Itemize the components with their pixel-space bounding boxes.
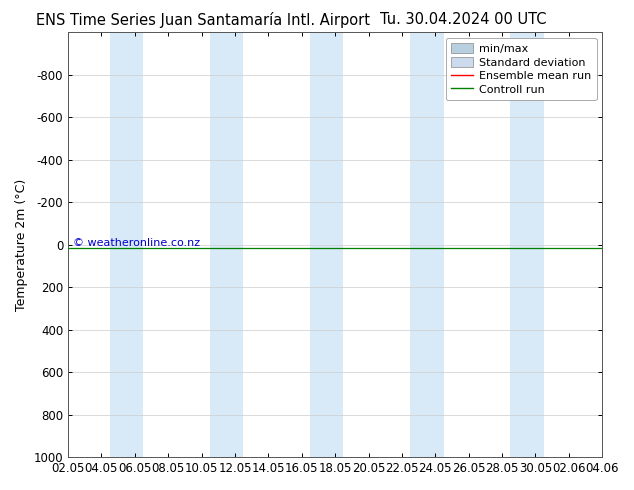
Text: ENS Time Series Juan Santamaría Intl. Airport: ENS Time Series Juan Santamaría Intl. Ai… bbox=[36, 12, 370, 28]
Bar bbox=[310, 32, 327, 457]
Bar bbox=[327, 32, 344, 457]
Bar bbox=[226, 32, 243, 457]
Text: © weatheronline.co.nz: © weatheronline.co.nz bbox=[74, 238, 200, 247]
Legend: min/max, Standard deviation, Ensemble mean run, Controll run: min/max, Standard deviation, Ensemble me… bbox=[446, 38, 597, 100]
Bar bbox=[110, 32, 126, 457]
Bar bbox=[527, 32, 544, 457]
Text: Tu. 30.04.2024 00 UTC: Tu. 30.04.2024 00 UTC bbox=[380, 12, 546, 27]
Bar bbox=[510, 32, 527, 457]
Y-axis label: Temperature 2m (°C): Temperature 2m (°C) bbox=[15, 178, 28, 311]
Bar bbox=[210, 32, 226, 457]
Bar bbox=[427, 32, 444, 457]
Bar bbox=[126, 32, 143, 457]
Bar bbox=[410, 32, 427, 457]
